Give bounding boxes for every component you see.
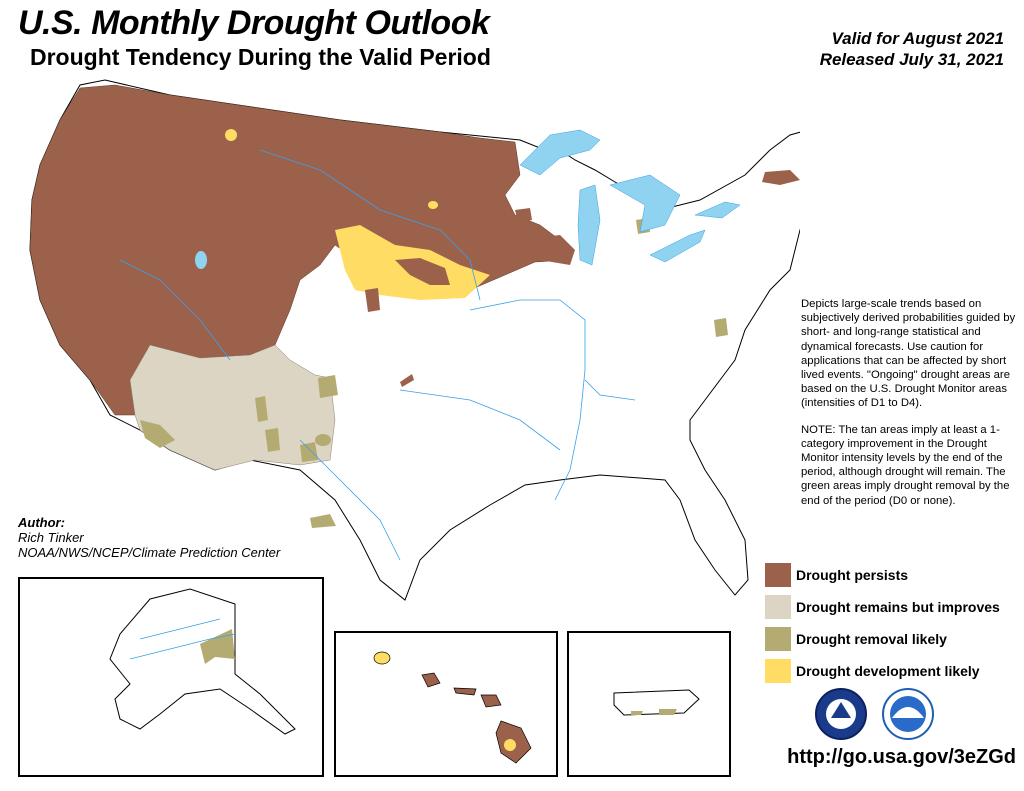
author-block: Author: Rich Tinker NOAA/NWS/NCEP/Climat… (18, 515, 280, 560)
lake-erie (649, 229, 706, 263)
map-subtitle: Drought Tendency During the Valid Period (30, 44, 491, 70)
legend-label: Drought remains but improves (796, 599, 1000, 615)
drought-removal-nm-4 (300, 442, 318, 462)
legend-label: Drought removal likely (796, 631, 947, 647)
lake-superior (519, 129, 601, 176)
hawaii-inset (334, 631, 558, 777)
drought-persists-colorado (365, 288, 380, 312)
drought-removal-pr-1 (631, 711, 643, 715)
drought-removal-texas (310, 514, 336, 528)
legend-item-removal: Drought removal likely (765, 626, 947, 652)
maui-island (480, 694, 502, 708)
drought-removal-nm-2 (318, 375, 338, 398)
lake-michigan (577, 184, 601, 266)
author-name: Rich Tinker (18, 530, 84, 545)
lake-ontario (694, 201, 741, 219)
author-heading: Author: (18, 515, 65, 530)
drought-removal-nm-5 (315, 434, 331, 446)
drought-removal-alaska (200, 629, 235, 664)
legend-swatch (765, 563, 791, 587)
legend-swatch (765, 595, 791, 619)
big-island-development (504, 739, 516, 751)
noaa-logo-graphic (890, 696, 926, 732)
legend-swatch (765, 627, 791, 651)
nws-logo-graphic (826, 699, 856, 729)
drought-persists-great-lakes (520, 235, 575, 265)
description-panel: Depicts large-scale trends based on subj… (801, 297, 1019, 520)
note-text: NOTE: The tan areas imply at least a 1-c… (801, 423, 1010, 507)
validity-info: Valid for August 2021 Released July 31, … (820, 28, 1004, 70)
drought-persists-wisconsin (515, 208, 532, 222)
alaska-inset (18, 577, 324, 777)
drought-persists-new-hampshire (762, 170, 800, 185)
release-date: Released July 31, 2021 (819, 50, 1004, 69)
drought-removal-nm-1 (255, 396, 268, 422)
alaska-rivers (129, 618, 236, 660)
kauai-island (373, 651, 391, 665)
puerto-rico-map (613, 689, 700, 716)
legend-label: Drought persists (796, 567, 909, 583)
hawaii-map (373, 651, 532, 764)
map-title: U.S. Monthly Drought Outlook (18, 4, 490, 42)
noaa-logo-icon (882, 688, 934, 740)
alaska-map (109, 588, 296, 735)
valid-period: Valid for August 2021 (831, 29, 1004, 48)
legend-swatch (765, 659, 791, 683)
lake-huron (609, 174, 681, 233)
conus-map (29, 79, 800, 601)
puerto-rico-inset (567, 631, 731, 777)
alaska-land (109, 588, 296, 735)
oahu-island (421, 672, 441, 688)
drought-removal-pr-2 (659, 709, 677, 715)
legend-item-improves: Drought remains but improves (765, 594, 1000, 620)
drought-development-sd (428, 201, 438, 209)
legend-item-development: Drought development likely (765, 658, 980, 684)
description-text: Depicts large-scale trends based on subj… (801, 298, 1016, 410)
nws-logo-icon (815, 688, 867, 740)
rivers (119, 149, 636, 561)
maui-islands (453, 687, 477, 696)
legend-item-persists: Drought persists (765, 562, 908, 588)
drought-removal-nm-3 (265, 428, 280, 452)
drought-persists-nebraska (395, 258, 450, 285)
drought-improves-southwest (129, 344, 336, 471)
puerto-rico-land (613, 689, 700, 716)
author-org: NOAA/NWS/NCEP/Climate Prediction Center (18, 545, 281, 560)
great-salt-lake (195, 251, 207, 269)
drought-removal-virginia (714, 318, 728, 337)
drought-development-montana (225, 129, 237, 141)
drought-persists-oklahoma (400, 374, 414, 387)
drought-removal-az (140, 420, 175, 448)
drought-persists-west (29, 84, 571, 416)
legend-label: Drought development likely (796, 663, 980, 679)
source-url-link[interactable]: http://go.usa.gov/3eZGd (787, 746, 1016, 768)
